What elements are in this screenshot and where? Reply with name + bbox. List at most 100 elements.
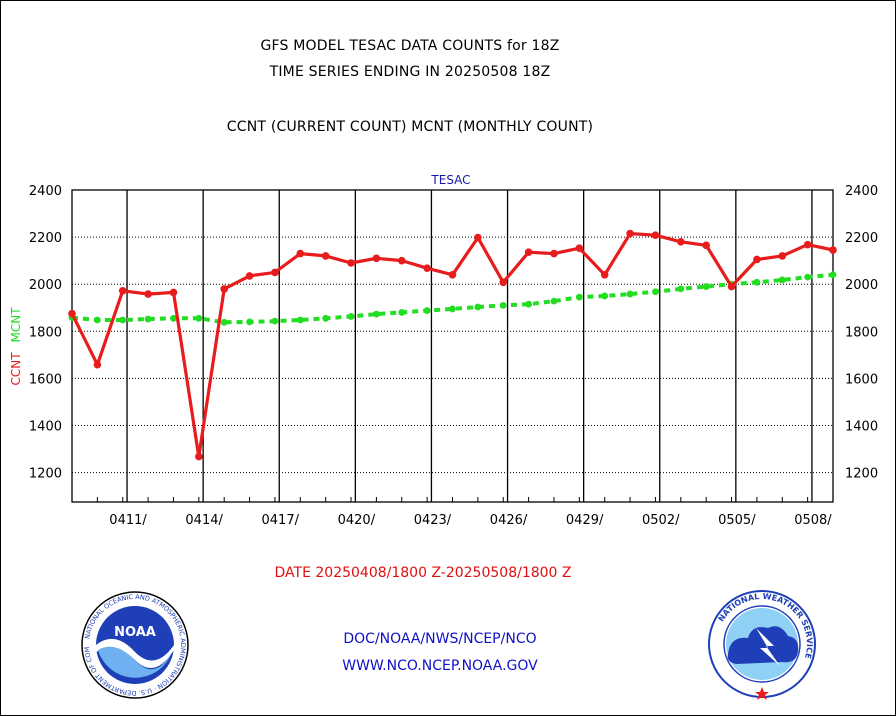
data-point-mcnt xyxy=(423,307,431,314)
chart-title-line-2: TIME SERIES ENDING IN 20250508 18Z xyxy=(269,64,551,80)
data-point-ccnt xyxy=(372,254,381,263)
y-tick-label-left: 2000 xyxy=(29,278,62,293)
footer-agency-line: DOC/NOAA/NWS/NCEP/NCO xyxy=(343,631,537,647)
data-point-mcnt xyxy=(398,309,406,316)
data-point-ccnt xyxy=(474,233,482,242)
data-point-ccnt xyxy=(550,249,558,258)
y-tick-label-right: 2400 xyxy=(845,184,878,199)
y-tick-label-left: 1400 xyxy=(29,419,62,434)
data-point-ccnt xyxy=(321,252,330,260)
y-axis-label-mcnt: MCNT xyxy=(9,307,23,343)
data-point-mcnt xyxy=(499,301,507,309)
nws-logo: NATIONAL WEATHER SERVICE xyxy=(708,590,816,700)
data-point-ccnt xyxy=(753,255,761,264)
data-point-mcnt xyxy=(601,292,609,300)
data-point-mcnt xyxy=(753,278,761,286)
series-line-ccnt xyxy=(70,232,834,459)
y-tick-label-left: 1200 xyxy=(29,467,62,482)
data-point-ccnt xyxy=(448,270,457,279)
data-point-ccnt xyxy=(93,360,102,369)
data-point-mcnt xyxy=(246,318,253,326)
data-point-mcnt xyxy=(119,316,127,324)
x-tick-label: 0426/ xyxy=(490,513,528,528)
x-tick-label: 0420/ xyxy=(338,513,376,528)
time-series-chart: TESAC MCNT CCNT 1200 1200 1400 1400 1600 1600… xyxy=(9,173,878,528)
data-point-ccnt xyxy=(677,238,685,246)
chart-title-line-1: GFS MODEL TESAC DATA COUNTS for 18Z xyxy=(260,38,560,54)
date-range-label: DATE 20250408/1800 Z-20250508/1800 Z xyxy=(274,565,572,581)
data-point-ccnt xyxy=(651,231,660,240)
data-point-ccnt xyxy=(296,249,305,258)
y-axis-label-ccnt: CCNT xyxy=(9,352,23,386)
y-tick-label-right: 1800 xyxy=(845,325,878,340)
y-tick-label-left: 2200 xyxy=(29,231,62,246)
data-point-ccnt xyxy=(803,240,812,249)
data-point-mcnt xyxy=(626,290,634,298)
x-tick-label: 0417/ xyxy=(262,513,300,528)
data-point-mcnt xyxy=(347,313,355,320)
data-point-ccnt xyxy=(347,259,355,267)
data-point-mcnt xyxy=(525,300,532,308)
data-point-mcnt xyxy=(702,283,710,290)
data-point-mcnt xyxy=(474,303,482,311)
data-point-mcnt xyxy=(829,271,837,279)
series-line-mcnt xyxy=(71,272,834,325)
data-point-mcnt xyxy=(575,293,583,301)
data-point-ccnt xyxy=(600,270,609,279)
y-tick-label-right: 2000 xyxy=(845,278,878,293)
data-point-mcnt xyxy=(804,273,812,281)
data-point-mcnt xyxy=(652,288,659,296)
grid-lines xyxy=(72,189,833,502)
data-point-mcnt xyxy=(449,305,456,313)
y-tick-label-right: 2200 xyxy=(845,231,878,246)
y-tick-label-left: 1800 xyxy=(29,325,62,340)
data-point-mcnt xyxy=(271,317,279,325)
y-tick-label-left: 1600 xyxy=(29,372,62,387)
data-point-ccnt xyxy=(195,452,203,461)
x-tick-label: 0411/ xyxy=(109,513,147,528)
data-point-ccnt xyxy=(144,290,152,298)
data-point-mcnt xyxy=(144,315,152,323)
data-point-mcnt xyxy=(220,318,228,326)
x-tick-label: 0423/ xyxy=(414,513,452,528)
x-tick-label: 0502/ xyxy=(642,513,680,528)
data-point-ccnt xyxy=(575,244,584,252)
data-point-ccnt xyxy=(499,278,508,287)
x-tick-label: 0508/ xyxy=(794,513,832,528)
chart-title-line-3: CCNT (CURRENT COUNT) MCNT (MONTHLY COUNT… xyxy=(226,119,594,135)
y-tick-label-right: 1200 xyxy=(845,467,878,482)
series-group xyxy=(68,229,837,461)
noaa-logo-text: NOAA xyxy=(114,625,156,640)
data-point-mcnt xyxy=(322,314,330,322)
data-point-mcnt xyxy=(550,297,558,305)
plot-border xyxy=(71,189,834,503)
star-icon xyxy=(755,687,769,700)
plot-axes: 1200 1200 1400 1400 1600 1600 1800 1800 2000 2000… xyxy=(29,184,878,528)
data-point-ccnt xyxy=(626,229,634,238)
y-tick-label-right: 1600 xyxy=(845,372,878,387)
x-tick-label: 0414/ xyxy=(185,513,223,528)
data-point-ccnt xyxy=(68,309,76,318)
data-point-mcnt xyxy=(93,316,101,324)
data-point-ccnt xyxy=(397,256,406,265)
footer-website-line: WWW.NCO.NCEP.NOAA.GOV xyxy=(342,658,538,674)
data-point-ccnt xyxy=(702,241,710,250)
data-point-ccnt xyxy=(118,286,127,295)
y-tick-label-left: 2400 xyxy=(29,184,62,199)
data-point-ccnt xyxy=(423,264,431,272)
x-tick-label: 0505/ xyxy=(718,513,756,528)
data-point-mcnt xyxy=(778,276,786,284)
noaa-logo: NOAA NATIONAL OCEANIC AND ATMOSPHERIC AD… xyxy=(80,590,189,699)
data-point-ccnt xyxy=(727,282,736,291)
data-point-mcnt xyxy=(373,310,380,318)
data-point-ccnt xyxy=(778,252,787,260)
y-tick-label-right: 1400 xyxy=(845,419,878,434)
data-point-ccnt xyxy=(220,285,228,293)
data-point-ccnt xyxy=(169,288,178,297)
data-point-mcnt xyxy=(170,314,177,322)
data-point-mcnt xyxy=(296,316,304,324)
data-point-mcnt xyxy=(195,314,203,322)
data-point-ccnt xyxy=(524,248,533,256)
x-tick-label: 0429/ xyxy=(566,513,604,528)
panel-title: TESAC xyxy=(430,173,470,187)
